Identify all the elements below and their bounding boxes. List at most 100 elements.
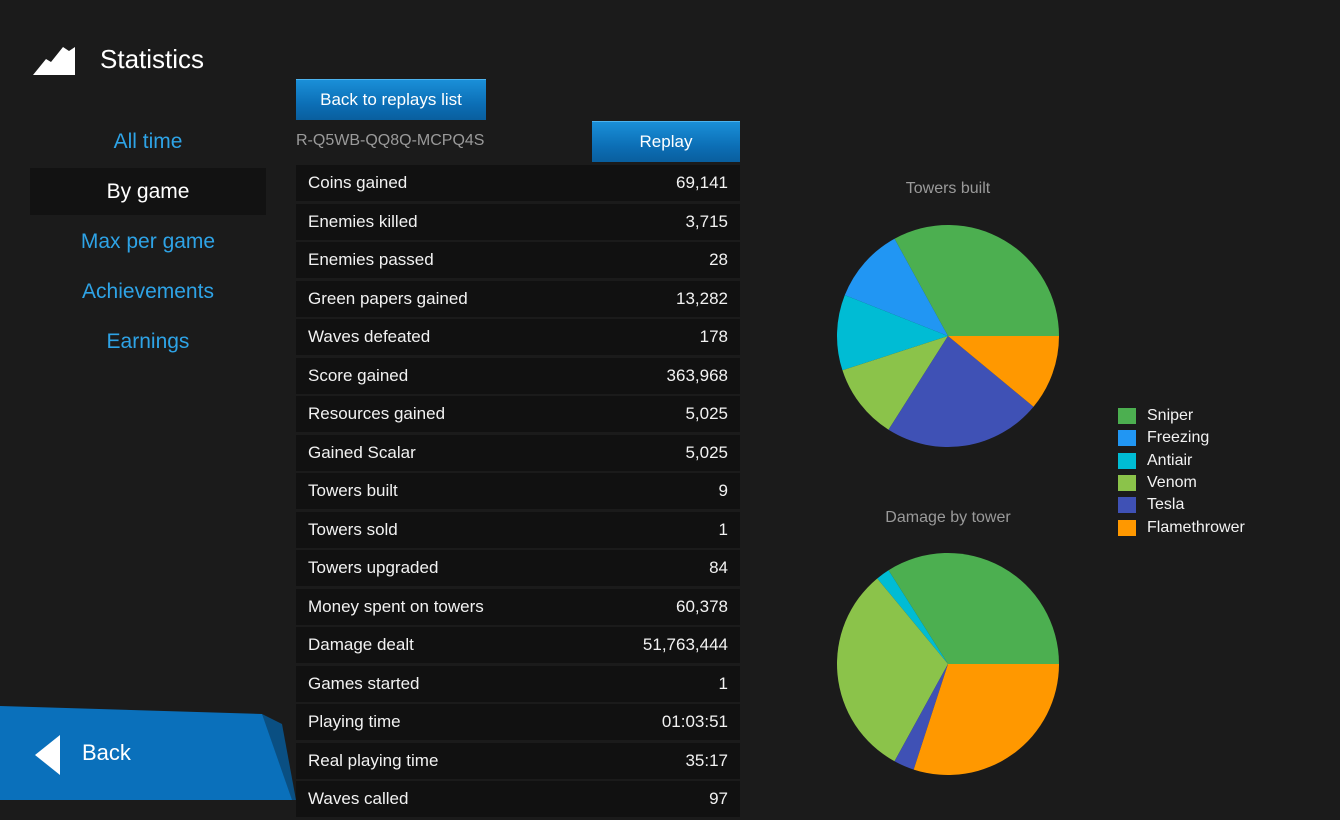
stat-row-waves-defeated: Waves defeated 178	[296, 319, 740, 355]
legend-item-sniper: Sniper	[1118, 405, 1245, 427]
stat-row-score-gained: Score gained 363,968	[296, 357, 740, 394]
stat-value: 9	[718, 481, 728, 500]
chart-legend: Sniper Freezing Antiair Venom Tesla Flam…	[1118, 405, 1245, 539]
legend-swatch	[1118, 452, 1136, 469]
stat-row-resources-gained: Resources gained 5,025	[296, 396, 740, 432]
stat-value: 1	[718, 519, 728, 539]
legend-swatch	[1118, 519, 1136, 536]
nav-item-earnings[interactable]: Earnings	[106, 330, 190, 353]
stat-label: Enemies passed	[308, 250, 434, 269]
stat-label: Real playing time	[308, 750, 439, 770]
stat-value: 84	[709, 558, 728, 577]
stat-value: 363,968	[666, 365, 728, 385]
stat-value: 5,025	[685, 404, 728, 423]
stat-value: 35:17	[685, 750, 728, 770]
stat-row-towers-built: Towers built 9	[296, 473, 740, 509]
stat-label: Games started	[308, 673, 420, 693]
pie-slice-freezing	[844, 238, 948, 336]
stat-label: Towers sold	[308, 519, 398, 539]
triangle-left-icon	[35, 735, 60, 775]
stat-row-money-spent: Money spent on towers 60,378	[296, 588, 740, 625]
stat-value: 5,025	[685, 442, 728, 462]
pie-slice-antiair	[837, 295, 948, 371]
nav-item-achievements[interactable]: Achievements	[82, 280, 214, 303]
stat-label: Towers built	[308, 481, 398, 500]
pie-slice-tesla	[888, 336, 1034, 447]
legend-label: Freezing	[1147, 429, 1210, 447]
legend-item-flamethrower: Flamethrower	[1118, 516, 1245, 538]
stat-value: 01:03:51	[661, 712, 728, 731]
stat-label: Playing time	[308, 712, 401, 731]
stat-value: 1	[718, 673, 728, 693]
pie-slice-venom	[837, 578, 948, 762]
stat-label: Score gained	[308, 365, 409, 385]
stat-row-gained-scalar: Gained Scalar 5,025	[296, 434, 740, 471]
stat-row-games-started: Games started 1	[296, 665, 740, 702]
pie-slice-tesla	[894, 664, 948, 770]
stat-label: Resources gained	[308, 404, 446, 423]
stat-row-towers-sold: Towers sold 1	[296, 511, 740, 548]
pie-slice-venom	[842, 336, 948, 430]
stat-value: 28	[709, 250, 728, 269]
stat-row-green-papers: Green papers gained 13,282	[296, 280, 740, 317]
legend-swatch	[1118, 497, 1136, 514]
stats-list[interactable]: Coins gained 69,141 Enemies killed 3,715 E…	[296, 165, 740, 820]
stat-row-towers-upgraded: Towers upgraded 84	[296, 550, 740, 586]
legend-item-antiair: Antiair	[1118, 450, 1245, 472]
stat-label: Green papers gained	[308, 288, 468, 308]
stat-row-damage-dealt: Damage dealt 51,763,444	[296, 627, 740, 663]
stat-row-coins-gained: Coins gained 69,141	[296, 165, 740, 201]
stat-value: 178	[699, 327, 728, 346]
nav-item-by-game[interactable]: By game	[30, 168, 266, 215]
stat-label: Gained Scalar	[308, 442, 416, 462]
pie-chart-damage-by-tower	[837, 553, 1059, 775]
stat-row-waves-called: Waves called 97	[296, 781, 740, 817]
stat-label: Coins gained	[308, 173, 408, 192]
stat-label: Waves called	[308, 789, 409, 808]
stat-label: Enemies killed	[308, 211, 418, 231]
legend-label: Sniper	[1147, 407, 1194, 425]
stat-row-enemies-killed: Enemies killed 3,715	[296, 203, 740, 240]
legend-item-venom: Venom	[1118, 472, 1245, 494]
pie-slice-flamethrower	[948, 336, 1059, 407]
page-title: Statistics	[100, 44, 205, 74]
pie-slice-sniper	[888, 553, 1059, 664]
stat-row-playing-time: Playing time 01:03:51	[296, 704, 740, 740]
legend-label: Tesla	[1147, 496, 1185, 514]
legend-label: Venom	[1147, 474, 1197, 492]
pie-slice-sniper	[894, 224, 1059, 336]
nav-item-all-time[interactable]: All time	[113, 130, 183, 153]
legend-label: Antiair	[1147, 451, 1193, 469]
stat-label: Money spent on towers	[308, 596, 484, 616]
stat-row-enemies-passed: Enemies passed 28	[296, 242, 740, 278]
stat-label: Waves defeated	[308, 327, 431, 346]
pie-slice-flamethrower	[913, 664, 1059, 775]
pie-chart-towers-built	[837, 224, 1059, 447]
chart-title-towers-built: Towers built	[905, 180, 991, 197]
chart-title-damage-by-tower: Damage by tower	[885, 509, 1011, 526]
stat-value: 97	[709, 789, 728, 808]
replay-id: R-Q5WB-QQ8Q-MCPQ4S	[296, 132, 485, 149]
legend-item-freezing: Freezing	[1118, 427, 1245, 449]
stat-label: Towers upgraded	[308, 558, 439, 577]
mountain-icon	[33, 47, 75, 75]
back-button[interactable]	[0, 700, 300, 800]
stat-value: 51,763,444	[642, 635, 728, 654]
legend-swatch	[1118, 430, 1136, 447]
legend-swatch	[1118, 475, 1136, 492]
replay-button[interactable]: Replay	[592, 121, 740, 162]
stat-label: Damage dealt	[308, 635, 414, 654]
pie-slice-antiair	[877, 570, 948, 664]
stat-row-real-playing-time: Real playing time 35:17	[296, 742, 740, 779]
stat-value: 13,282	[676, 288, 728, 308]
legend-item-tesla: Tesla	[1118, 494, 1245, 516]
legend-swatch	[1118, 408, 1136, 425]
stat-value: 69,141	[676, 173, 728, 192]
back-label[interactable]: Back	[82, 740, 131, 765]
legend-label: Flamethrower	[1147, 518, 1245, 536]
stat-value: 3,715	[685, 211, 728, 231]
stats-nav: All time By game Max per game Achievemen…	[30, 118, 266, 368]
back-to-replays-button[interactable]: Back to replays list	[296, 79, 486, 120]
nav-item-max-per-game[interactable]: Max per game	[80, 230, 216, 253]
stat-value: 60,378	[676, 596, 728, 616]
